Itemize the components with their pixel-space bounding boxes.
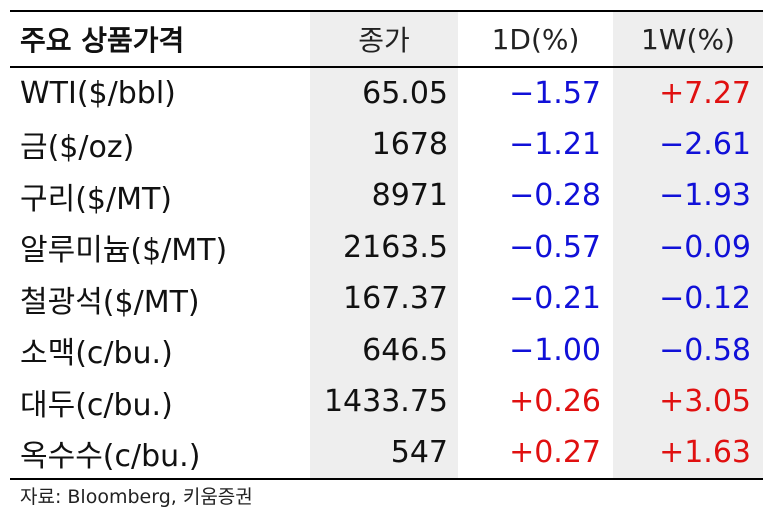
row-close: 1678: [310, 118, 458, 170]
row-1w: +3.05: [613, 376, 763, 428]
row-name: 알루미늄($/MT): [20, 233, 228, 269]
table-row: 대두(c/bu.) 1433.75 +0.26 +3.05: [10, 376, 763, 428]
row-close: 65.05: [310, 67, 458, 119]
row-close: 167.37: [310, 273, 458, 325]
header-1d: 1D(%): [458, 10, 613, 68]
table-row: 옥수수(c/bu.) 547 +0.27 +1.63: [10, 427, 763, 480]
row-1w: −2.61: [613, 118, 763, 170]
row-1w: +7.27: [613, 67, 763, 119]
row-1w: −0.12: [613, 273, 763, 325]
row-1d: +0.26: [509, 384, 601, 420]
row-1d: −1.21: [509, 126, 601, 162]
row-1w: −1.93: [613, 170, 763, 222]
header-1w: 1W(%): [613, 10, 763, 68]
row-close: 1433.75: [310, 376, 458, 428]
row-1d: −1.00: [509, 332, 601, 368]
header-close: 종가: [310, 10, 458, 68]
table-body: WTI($/bbl) 65.05 −1.57 +7.27 금($/oz) 167…: [10, 67, 763, 480]
header-name: 주요 상품가격: [10, 10, 310, 68]
table-row: 소맥(c/bu.) 646.5 −1.00 −0.58: [10, 324, 763, 376]
row-1w: −0.09: [613, 221, 763, 273]
table-row: 구리($/MT) 8971 −0.28 −1.93: [10, 170, 763, 222]
row-1d: −0.28: [509, 178, 601, 214]
row-name: WTI($/bbl): [20, 75, 176, 111]
row-name: 소맥(c/bu.): [20, 336, 173, 372]
row-1d: −0.21: [509, 281, 601, 317]
row-1d: −0.57: [509, 229, 601, 265]
row-1d: +0.27: [458, 427, 613, 480]
row-close: 2163.5: [310, 221, 458, 273]
table-row: 금($/oz) 1678 −1.21 −2.61: [10, 118, 763, 170]
row-name: 대두(c/bu.): [20, 387, 173, 423]
row-1w: −0.58: [613, 324, 763, 376]
row-name: 금($/oz): [20, 130, 135, 166]
commodity-price-table: 주요 상품가격 종가 1D(%) 1W(%) WTI($/bbl) 65.05 …: [10, 10, 763, 480]
source-note: 자료: Bloomberg, 키움증권: [20, 486, 253, 508]
row-1w: +1.63: [613, 427, 763, 480]
table-header-row: 주요 상품가격 종가 1D(%) 1W(%): [10, 10, 763, 68]
row-name: 구리($/MT): [20, 181, 173, 217]
row-name: 철광석($/MT): [20, 284, 200, 320]
row-close: 646.5: [310, 324, 458, 376]
row-1d: −1.57: [509, 75, 601, 111]
row-close: 547: [310, 427, 458, 480]
table-row: 철광석($/MT) 167.37 −0.21 −0.12: [10, 273, 763, 325]
table-row: 알루미늄($/MT) 2163.5 −0.57 −0.09: [10, 221, 763, 273]
table-row: WTI($/bbl) 65.05 −1.57 +7.27: [10, 67, 763, 119]
row-close: 8971: [310, 170, 458, 222]
row-name: 옥수수(c/bu.): [10, 427, 310, 480]
